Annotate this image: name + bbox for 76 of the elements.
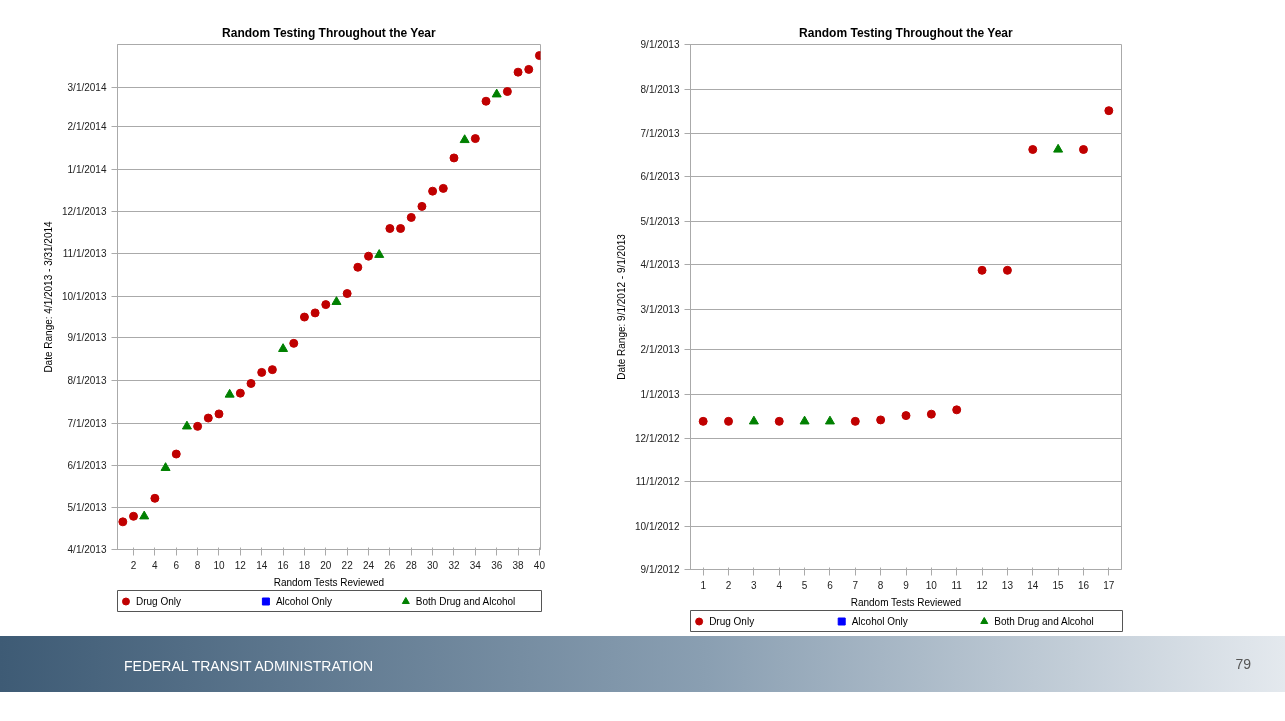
y-tick-label: 7/1/2013 (67, 418, 107, 430)
text: FEDERAL TRANSIT ADMINISTRATION (124, 657, 374, 676)
x-tick-label: 28 (405, 559, 418, 571)
x-tick-label: 24 (362, 559, 375, 571)
y-tick-label: 12/1/2012 (635, 433, 680, 445)
x-tick-label: 30 (427, 559, 439, 571)
x-tick-label: 12 (976, 579, 989, 591)
y-tick-label: 1/1/2013 (640, 388, 680, 400)
x-tick-label: 5 (801, 579, 808, 591)
y-axis-title: Date Range: 4/1/2013 - 3/31/2014 (43, 220, 55, 373)
y-tick-label: 6/1/2013 (640, 171, 680, 183)
y-tick-label: 9/1/2012 (640, 564, 680, 575)
legend-label: Alcohol Only (851, 616, 908, 627)
x-tick-label: 13 (1001, 579, 1014, 591)
legend-label: Drug Only (135, 596, 181, 607)
x-tick-label: 14 (1027, 579, 1039, 591)
y-tick-label: 4/1/2013 (640, 259, 680, 271)
x-tick-label: 34 (469, 559, 482, 571)
y-tick-label: 7/1/2013 (640, 128, 680, 140)
y-tick-label: 8/1/2013 (67, 375, 107, 387)
x-tick-label: 26 (384, 559, 396, 571)
x-tick-label: 16 (1077, 579, 1090, 591)
x-tick-label: 8 (194, 559, 201, 571)
y-tick-label: 3/1/2014 (67, 81, 107, 93)
y-tick-label: 3/1/2013 (640, 303, 680, 315)
y-tick-label: 6/1/2013 (67, 459, 107, 471)
legend-label: Alcohol Only (275, 596, 333, 607)
x-axis-title: Random Tests Reviewed (850, 596, 962, 608)
y-tick-label: 11/1/2013 (62, 247, 107, 259)
x-tick-label: 6 (173, 559, 180, 571)
x-tick-label: 2 (725, 579, 732, 591)
y-tick-label: 4/1/2013 (67, 544, 107, 555)
y-tick-label: 9/1/2013 (67, 332, 107, 344)
y-tick-label: 11/1/2012 (635, 476, 680, 488)
x-tick-label: 38 (512, 559, 525, 571)
y-tick-label: 5/1/2013 (67, 502, 107, 514)
x-tick-label: 1 (700, 579, 707, 591)
x-tick-label: 20 (320, 559, 332, 571)
y-tick-label: 5/1/2013 (640, 215, 680, 227)
x-tick-label: 36 (491, 559, 503, 571)
y-tick-label: 2/1/2014 (67, 120, 107, 132)
chart-title: Random Testing Throughout the Year (222, 25, 436, 40)
x-tick-label: 10 (925, 579, 938, 591)
x-tick-label: 3 (751, 579, 758, 591)
y-tick-label: 12/1/2013 (62, 206, 107, 218)
x-tick-label: 22 (341, 559, 354, 571)
y-tick-label: 8/1/2013 (640, 83, 680, 95)
legend-label: Both Drug and Alcohol (994, 616, 1094, 627)
y-tick-label: 9/1/2013 (640, 39, 680, 50)
chart-title: Random Testing Throughout the Year (799, 25, 1013, 40)
x-tick-label: 15 (1052, 579, 1065, 591)
x-tick-label: 8 (877, 579, 884, 591)
x-tick-label: 40 (533, 559, 546, 571)
y-axis-title: Date Range: 9/1/2012 - 9/1/2013 (616, 233, 628, 380)
y-tick-label: 2/1/2013 (640, 343, 680, 355)
x-tick-label: 9 (903, 579, 910, 591)
x-tick-label: 6 (827, 579, 834, 591)
text: 79 (1235, 655, 1251, 674)
x-tick-label: 32 (448, 559, 460, 571)
x-tick-label: 14 (256, 559, 268, 571)
legend-label: Drug Only (709, 616, 755, 627)
y-tick-label: 1/1/2014 (67, 163, 107, 175)
x-tick-label: 2 (130, 559, 137, 571)
legend-label: Both Drug and Alcohol (415, 596, 516, 607)
x-tick-label: 18 (298, 559, 311, 571)
x-tick-label: 16 (277, 559, 290, 571)
y-tick-label: 10/1/2013 (62, 290, 107, 302)
x-tick-label: 4 (152, 559, 159, 571)
x-axis-title: Random Tests Reviewed (273, 576, 385, 588)
x-tick-label: 11 (951, 579, 963, 591)
x-tick-label: 17 (1103, 579, 1115, 591)
x-tick-label: 4 (776, 579, 783, 591)
y-tick-label: 10/1/2012 (635, 520, 680, 532)
x-tick-label: 7 (852, 579, 859, 591)
x-tick-label: 10 (213, 559, 225, 571)
x-tick-label: 12 (234, 559, 247, 571)
